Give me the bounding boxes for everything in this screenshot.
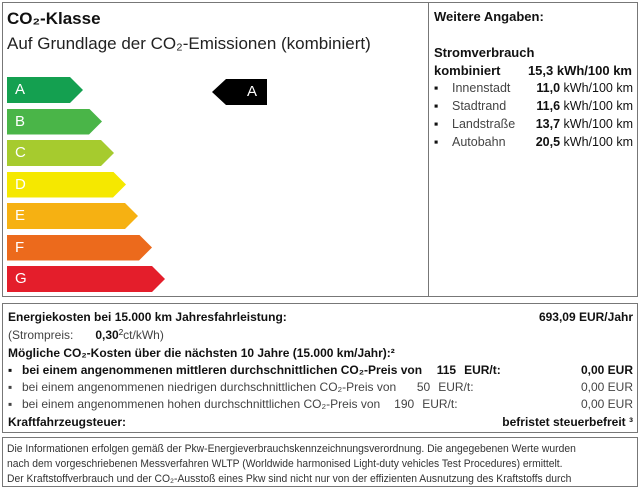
info-line: nach dem vorgeschriebenen Messverfahren … (7, 458, 563, 470)
energy-cost-row: Energiekosten bei 15.000 km Jahresfahrle… (8, 310, 633, 324)
co2-class-bar-d: D (7, 172, 126, 198)
row-unit: EUR/t: (422, 397, 458, 411)
costs-panel: Energiekosten bei 15.000 km Jahresfahrle… (2, 303, 638, 433)
bullet-icon: ▪ (8, 397, 13, 411)
details-panel: Weitere Angaben: Stromverbrauch kombinie… (428, 2, 638, 297)
co2-class-bar-g: G (7, 266, 165, 292)
co2-class-title: CO₂-Klasse (7, 9, 101, 28)
item-value: 11,6 (536, 99, 561, 113)
co2-class-bar-e: E (7, 203, 138, 229)
co2-class-panel: CO₂-Klasse Auf Grundlage der CO₂-Emissio… (2, 2, 429, 297)
bullet-icon: ▪ (434, 81, 439, 95)
energy-cost-value: 693,09 EUR/Jahr (538, 310, 633, 324)
co2-class-bar-c: C (7, 140, 114, 166)
row-text: bei einem angenommenen hohen durchschnit… (22, 397, 381, 411)
co2-class-bar-b: B (7, 109, 102, 135)
row-price: 115 (436, 363, 457, 377)
tax-row: Kraftfahrzeugsteuer: befristet steuerbefr… (8, 415, 633, 429)
bullet-icon: ▪ (8, 363, 13, 377)
combined-value: 15,3 kWh/100 km (527, 63, 632, 78)
combined-label: kombiniert (434, 63, 501, 78)
row-unit: EUR/t: (464, 363, 501, 377)
tax-label: Kraftfahrzeugsteuer: (8, 415, 127, 429)
row-unit: EUR/t: (438, 380, 474, 394)
consumption-item: ▪ Landstraße 13,7 kWh/100 km (434, 117, 633, 131)
item-value: 20,5 (535, 135, 561, 149)
consumption-item: ▪ Stadtrand 11,6 kWh/100 km (434, 99, 633, 113)
bullet-icon: ▪ (434, 135, 439, 149)
bullet-icon: ▪ (8, 380, 13, 394)
price-footnote: 2 (118, 328, 124, 337)
consumption-item: ▪ Innenstadt 11,0 kWh/100 km (434, 81, 633, 95)
energy-cost-label: Energiekosten bei 15.000 km Jahresfahrle… (8, 310, 287, 324)
row-value: 0,00 EUR (580, 397, 633, 411)
co2-cost-row: ▪ bei einem angenommenen hohen durchschni… (8, 397, 633, 411)
price-unit: ct/kWh) (123, 328, 164, 342)
item-label: Innenstadt (452, 81, 511, 95)
consumption-item: ▪ Autobahn 20,5 kWh/100 km (434, 135, 633, 149)
item-label: Autobahn (452, 135, 506, 149)
row-text: bei einem angenommenen mittleren durchsc… (22, 363, 423, 377)
tax-value: befristet steuerbefreit ³ (502, 415, 633, 429)
info-line: Die Informationen erfolgen gemäß der Pkw… (7, 443, 576, 455)
price-row: (Strompreis: 0,30 2 ct/kWh) (8, 328, 633, 342)
co2-cost-row: ▪ bei einem angenommenen niedrigen durchs… (8, 380, 633, 394)
co2-class-subtitle: Auf Grundlage der CO₂-Emissionen (kombin… (7, 34, 371, 53)
row-text: bei einem angenommenen niedrigen durchsc… (22, 380, 397, 394)
bullet-icon: ▪ (434, 117, 439, 131)
consumption-label: Stromverbrauch (434, 45, 535, 60)
item-label: Landstraße (452, 117, 516, 131)
row-value: 0,00 EUR (580, 363, 633, 377)
item-unit: kWh/100 km (563, 135, 633, 149)
item-value: 11,0 (536, 81, 561, 95)
co2-class-bar-a: A (7, 77, 83, 103)
item-unit: kWh/100 km (563, 81, 633, 95)
row-value: 0,00 EUR (580, 380, 633, 394)
item-unit: kWh/100 km (563, 99, 633, 113)
current-class-indicator: A (212, 79, 267, 105)
row-price: 190 (394, 397, 415, 411)
item-label: Stadtrand (452, 99, 507, 113)
co2-costs-heading: Mögliche CO₂-Kosten über die nächsten 10… (8, 346, 633, 360)
co2-class-bar-f: F (7, 235, 152, 261)
co2-costs-label: Mögliche CO₂-Kosten über die nächsten 10… (8, 346, 395, 360)
price-value: 0,30 (95, 328, 119, 342)
co2-cost-row: ▪ bei einem angenommenen mittleren durchs… (8, 363, 633, 377)
price-label: (Strompreis: (8, 328, 74, 342)
row-price: 50 (416, 380, 431, 394)
item-value: 13,7 (535, 117, 561, 131)
info-line: Der Kraftstoffverbrauch und der CO₂-Auss… (7, 473, 572, 485)
details-title: Weitere Angaben: (434, 9, 544, 24)
item-unit: kWh/100 km (563, 117, 633, 131)
bullet-icon: ▪ (434, 99, 439, 113)
